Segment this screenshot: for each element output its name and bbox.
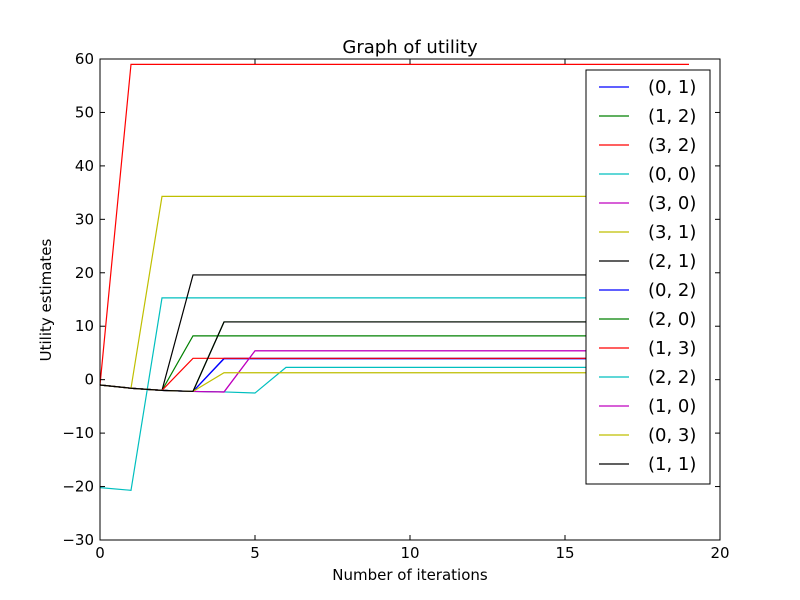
- legend-label-12: (0, 3): [648, 425, 696, 446]
- y-tick-label-2: −10: [62, 424, 94, 442]
- y-tick-label-5: 20: [75, 264, 94, 282]
- series-line-2: [99, 63, 689, 386]
- y-axis-label: Utility estimates: [37, 238, 55, 361]
- legend-label-1: (1, 2): [648, 106, 696, 127]
- y-tick-label-8: 50: [75, 103, 94, 121]
- legend-box: [585, 69, 711, 485]
- y-tick-label-3: 0: [84, 371, 94, 389]
- legend-label-7: (0, 2): [648, 280, 696, 301]
- x-axis-label: Number of iterations: [332, 566, 488, 584]
- legend-label-11: (1, 0): [648, 396, 696, 417]
- legend-label-6: (2, 1): [648, 251, 696, 272]
- legend-label-4: (3, 0): [648, 193, 696, 214]
- x-tick-label-2: 10: [400, 544, 419, 562]
- legend: (0, 1) (1, 2) (3, 2) (0, 0) (3, 0) (3, 1) (2, …: [585, 69, 711, 485]
- tick-layer: 0 5 10 15 20 −30 −20 −10 0 10 20 30 40 50 60: [62, 50, 729, 562]
- legend-label-0: (0, 1): [648, 77, 696, 98]
- y-tick-label-1: −20: [62, 478, 94, 496]
- x-tick-label-4: 20: [710, 544, 729, 562]
- x-tick-label-1: 5: [250, 544, 260, 562]
- legend-label-5: (3, 1): [648, 222, 696, 243]
- legend-label-3: (0, 0): [648, 164, 696, 185]
- legend-label-13: (1, 1): [648, 454, 696, 475]
- y-tick-label-4: 10: [75, 317, 94, 335]
- y-tick-label-0: −30: [62, 531, 94, 549]
- x-tick-label-3: 15: [555, 544, 574, 562]
- y-tick-label-7: 40: [75, 157, 94, 175]
- x-tick-label-0: 0: [95, 544, 105, 562]
- legend-label-8: (2, 0): [648, 309, 696, 330]
- y-tick-label-6: 30: [75, 210, 94, 228]
- chart-title: Graph of utility: [342, 37, 478, 58]
- legend-label-9: (1, 3): [648, 338, 696, 359]
- y-tick-label-9: 60: [75, 50, 94, 68]
- legend-label-10: (2, 2): [648, 367, 696, 388]
- legend-label-2: (3, 2): [648, 135, 696, 156]
